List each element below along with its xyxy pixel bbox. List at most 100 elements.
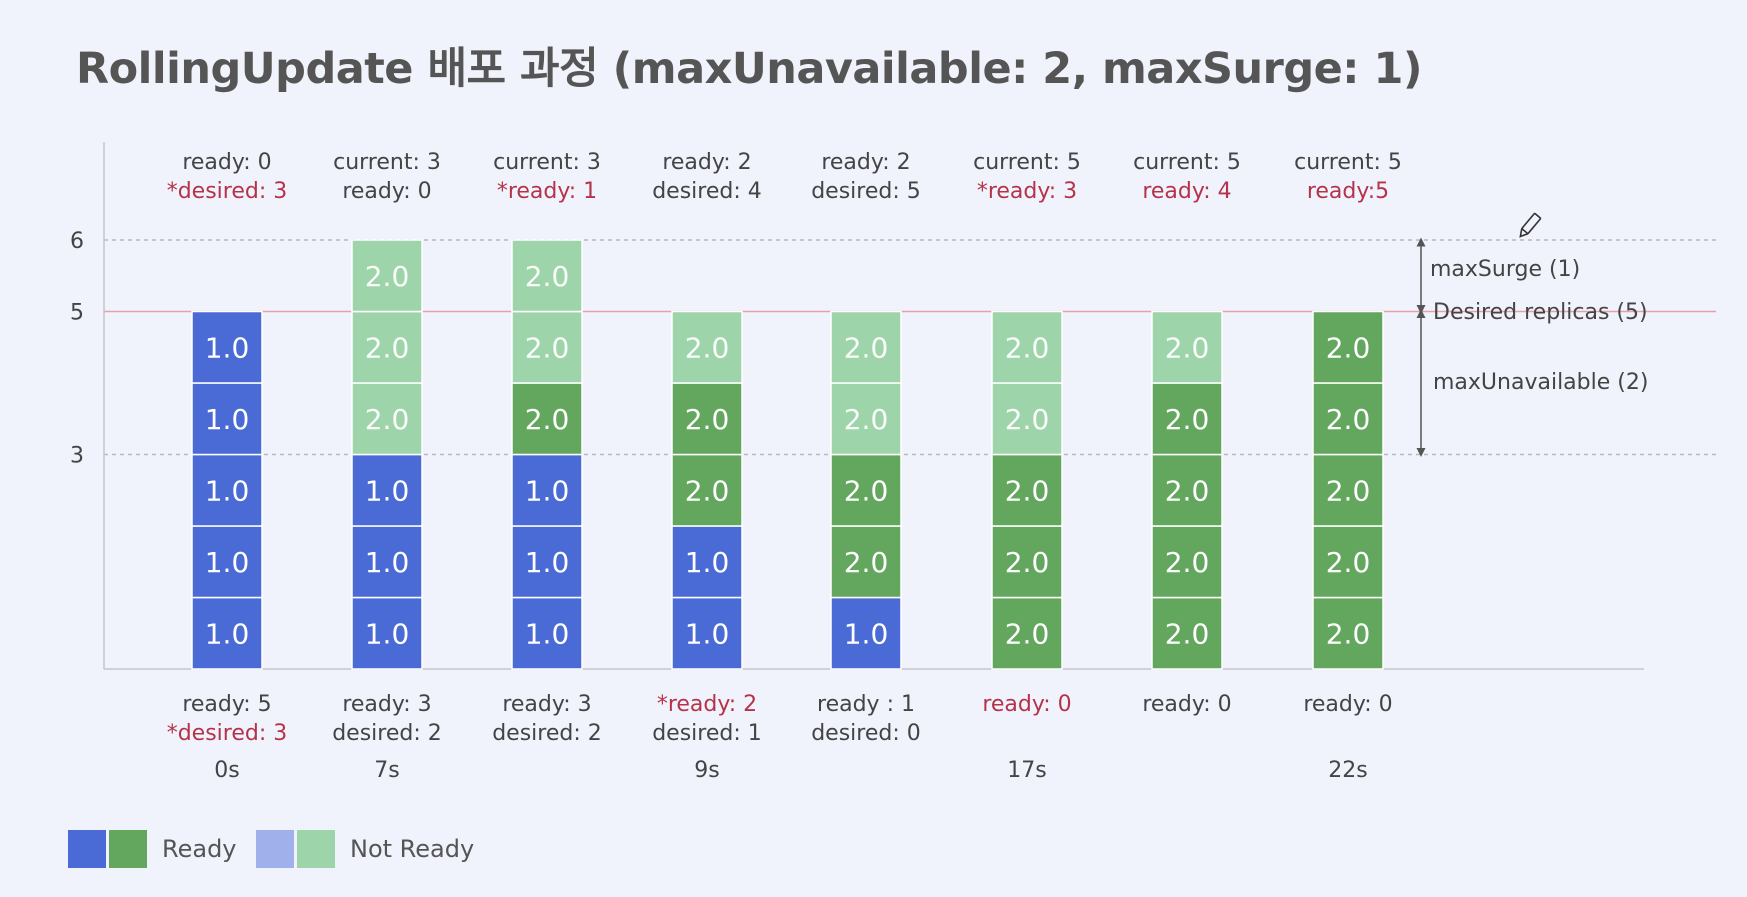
bottom-status-label: desired: 0 [811,721,921,746]
column-5: 1.0 2.0 2.0 2.0 2.0 ready: 2 desired: 5 ready :… [811,150,921,746]
pod-version-label: 2.0 [844,546,889,579]
legend-ready: Ready [68,829,237,869]
top-status-label: *ready: 1 [497,179,597,204]
pod-block [830,310,902,384]
pod-version-label: 2.0 [365,331,410,364]
pod-version-label: 2.0 [1165,403,1210,436]
pod-block [991,453,1063,527]
pod-block [1312,525,1384,599]
pod-version-label: 1.0 [205,546,250,579]
pod-block [1312,382,1384,456]
pod-version-label: 2.0 [844,331,889,364]
legend-swatch-ready-v2 [109,830,147,868]
pod-block [830,596,902,670]
top-status-label: ready: 2 [821,150,910,175]
pod-version-label: 2.0 [1326,331,1371,364]
pod-block [991,596,1063,670]
pod-block [351,310,423,384]
pod-version-label: 2.0 [1165,331,1210,364]
pod-block [511,382,583,456]
legend-not-ready: Not Ready [256,829,474,869]
top-status-label: ready: 2 [662,150,751,175]
legend-ready-label: Ready [162,835,237,863]
bottom-status-label: ready: 0 [1303,692,1392,717]
legend-swatch-ready-v1 [68,830,106,868]
time-label: 22s [1328,758,1367,783]
pod-version-label: 1.0 [685,546,730,579]
top-status-label: *desired: 3 [167,179,288,204]
pod-version-label: 1.0 [205,403,250,436]
time-label: 0s [214,758,239,783]
top-status-label: *ready: 3 [977,179,1077,204]
pod-block [1151,310,1223,384]
pod-version-label: 1.0 [205,474,250,507]
pod-block [1312,310,1384,384]
pod-version-label: 2.0 [1165,546,1210,579]
pod-version-label: 1.0 [685,617,730,650]
pod-block [191,310,263,384]
pod-version-label: 1.0 [844,617,889,650]
pod-block [671,525,743,599]
bottom-status-label: ready: 0 [1142,692,1231,717]
pod-block [191,453,263,527]
pod-version-label: 2.0 [1005,331,1050,364]
pod-block [351,596,423,670]
legend-not-ready-label: Not Ready [350,835,475,863]
pod-block [1151,596,1223,670]
y-tick-label: 6 [70,229,84,254]
time-label: 17s [1007,758,1046,783]
pod-version-label: 2.0 [525,331,570,364]
pod-version-label: 2.0 [685,403,730,436]
bottom-status-label: ready: 3 [342,692,431,717]
top-status-label: desired: 5 [811,179,921,204]
pod-version-label: 2.0 [1326,403,1371,436]
pod-block [191,596,263,670]
pod-version-label: 2.0 [1005,617,1050,650]
column-6: 2.0 2.0 2.0 2.0 2.0 current: 5 *ready: 3 ready:… [973,150,1081,783]
pod-version-label: 2.0 [1326,474,1371,507]
pod-block [191,525,263,599]
pencil-icon [1519,212,1542,238]
legend-swatch-notready-v2 [297,830,335,868]
pod-block [830,453,902,527]
bottom-status-label: ready : 1 [817,692,915,717]
pod-block [1151,525,1223,599]
bottom-status-label: ready: 0 [982,692,1071,717]
bottom-status-label: *ready: 2 [657,692,757,717]
column-4: 1.0 1.0 2.0 2.0 2.0 ready: 2 desired: 4 *ready:… [652,150,762,783]
pod-block [671,310,743,384]
legend-swatch-notready-v1 [256,830,294,868]
pod-block [671,382,743,456]
pod-version-label: 1.0 [525,617,570,650]
pod-block [671,453,743,527]
pod-block [511,453,583,527]
top-status-label: current: 3 [493,150,601,175]
pod-version-label: 2.0 [1326,617,1371,650]
max-surge-label: maxSurge (1) [1430,257,1580,282]
top-status-label: ready: 4 [1142,179,1231,204]
pod-version-label: 2.0 [525,403,570,436]
column-1: 1.0 1.0 1.0 1.0 1.0 ready: 0 *desired: 3 ready:… [167,150,288,783]
column-3: 1.0 1.0 1.0 2.0 2.0 2.0 current: 3 *ready: 1 rea… [492,150,602,746]
pod-version-label: 1.0 [525,546,570,579]
bottom-status-label: ready: 3 [502,692,591,717]
bottom-status-label: *desired: 3 [167,721,288,746]
pod-version-label: 2.0 [685,331,730,364]
pod-version-label: 1.0 [525,474,570,507]
pod-version-label: 2.0 [365,403,410,436]
pod-version-label: 1.0 [365,474,410,507]
bottom-status-label: desired: 2 [492,721,602,746]
top-status-label: ready: 0 [182,150,271,175]
pod-version-label: 2.0 [1165,617,1210,650]
bottom-status-label: ready: 5 [182,692,271,717]
top-status-label: ready: 0 [342,179,431,204]
pod-block [830,382,902,456]
pod-block [351,453,423,527]
y-tick-label: 3 [70,444,84,469]
bottom-status-label: desired: 2 [332,721,442,746]
bottom-status-label: desired: 1 [652,721,762,746]
desired-replicas-label: Desired replicas (5) [1433,300,1648,325]
pod-version-label: 1.0 [365,546,410,579]
pod-block [351,239,423,313]
